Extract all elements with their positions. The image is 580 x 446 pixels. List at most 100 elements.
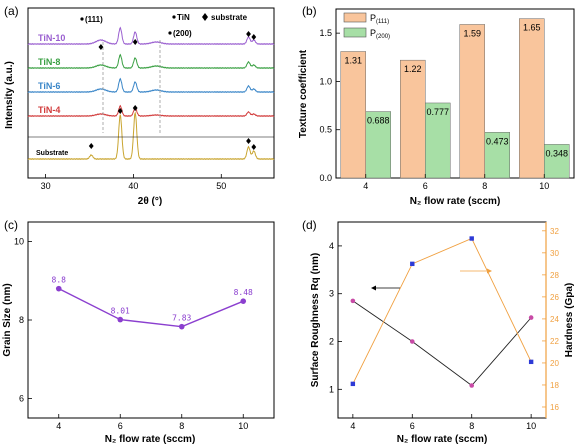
y-tick-label: 0.5 [319,125,332,135]
x-tick-label: 4 [56,421,61,431]
bar-p111 [519,18,545,179]
panel-d-x-label: N₂ flow rate (sccm) [397,434,488,445]
annotation-200: (200) [173,29,192,38]
panel-b-x-label: N₂ flow rate (sccm) [410,196,501,207]
bar-value-label: 1.31 [344,55,362,65]
roughness-point [350,298,356,304]
series-label-tin10: TiN-10 [38,33,65,43]
panel-c-x-label: N₂ flow rate (sccm) [105,434,196,445]
legend-tin-icon [172,15,176,19]
x-tick-label: 4 [363,181,368,191]
hardness-line [352,237,532,385]
panel-c-frame [27,221,275,419]
panel-c-label: (c) [4,218,18,232]
y2-tick-label: 30 [550,249,559,258]
legend-substrate-icon [202,13,208,21]
x-tick-label: 6 [118,421,123,431]
bar-value-label: 1.59 [463,28,481,38]
y-tick-label: 3 [329,289,334,299]
panel-c-y-label: Grain Size (nm) [2,283,13,356]
y-tick-label: 10 [14,237,24,247]
bar-value-label: 0.777 [426,107,449,117]
annotation-111: (111) [85,15,103,24]
panel-a: (a) 30 40 50 Intensity (a.u.) 2θ (°) TiN-1… [4,4,275,207]
grain-size-point [117,316,124,323]
legend-p200: P(200) [370,28,390,40]
substrate-peak-diamond [251,34,257,40]
substrate-peak-diamond [246,138,251,144]
series-label-substrate: Substrate [36,150,68,157]
grain-size-point [55,285,62,292]
grain-size-point [178,323,185,330]
y2-tick-label: 22 [550,337,559,346]
y-tick-label: 6 [19,393,24,403]
x-tick-label: 8 [482,181,487,191]
bar-value-label: 0.688 [367,116,390,126]
y2-tick-label: 20 [550,359,559,368]
y2-tick-label: 28 [550,271,559,280]
grain-size-value-label: 8.8 [52,276,67,285]
panel-c-ticks: 4 6 8 10 6 8 10 [14,237,248,431]
tin-marker-111 [80,17,84,21]
x-tick-label: 10 [238,421,248,431]
xrd-curve-tin6 [27,77,275,94]
panel-a-frame [27,7,275,179]
legend-p200-swatch [343,27,367,38]
panel-d-y-label: Surface Roughness Rq (nm) [310,253,321,387]
substrate-peak-diamond [88,143,94,149]
substrate-peak-diamond [246,31,251,37]
y-tick-label: 1 [329,384,334,394]
bar-value-label: 0.473 [486,136,509,146]
substrate-peak-markers [88,31,257,150]
y2-tick-label: 24 [550,315,559,324]
substrate-peak-diamond [117,108,123,114]
legend-tin: TiN [177,13,190,22]
x-tick-label: 10 [539,181,549,191]
xrd-curve-tin10 [27,26,275,46]
panel-a-x-ticks: 30 40 50 [41,174,226,191]
legend-substrate: substrate [211,13,248,22]
panel-b-y-label: Texture coefficient [298,49,309,138]
y2-tick-label: 32 [550,227,559,236]
roughness-point [409,339,415,344]
substrate-peak-diamond [98,44,104,50]
xrd-curve-tin8 [27,53,275,70]
texture-bars: 1.31 0.688 1.22 0.777 1.59 0.473 1.65 0.348 [340,18,570,179]
roughness-point [469,383,475,388]
x-tick-label: 8 [469,421,474,431]
bar-value-label: 1.22 [404,64,422,74]
substrate-peak-diamond [132,39,138,45]
series-label-tin4: TiN-4 [38,105,60,115]
xrd-curves [27,26,275,161]
substrate-peak-diamond [132,105,138,111]
xrd-curve-substrate [27,111,275,161]
bar-p111 [459,24,486,179]
bar-value-label: 1.65 [523,23,541,33]
grain-size-line [58,288,244,328]
panel-b-legend: P(111) P(200) [343,12,390,40]
grain-size-value-label: 8.48 [234,288,253,297]
x-tick-label: 50 [216,181,226,191]
panel-a-label: (a) [4,4,19,18]
y-tick-label: 8 [19,315,24,325]
panel-c: (c) 8.8 8.01 7.83 8.48 4 6 8 10 6 8 10 Grain Size… [2,218,275,445]
x-tick-label: 10 [526,421,536,431]
panel-a-x-label: 2θ (°) [138,196,162,207]
bar-p200 [484,132,510,179]
y-tick-label: 4 [329,241,334,251]
panel-d-label: (d) [302,218,317,232]
panel-a-y-label: Intensity (a.u.) [4,61,15,129]
roughness-hardness-plot [350,222,547,418]
hardness-point [410,261,415,267]
y2-tick-label: 18 [550,381,559,390]
panel-b-ticks: 4 6 8 10 0.0 0.5 1.0 1.5 [319,28,549,191]
bar-p200 [365,111,391,179]
tin-marker-200 [168,31,172,35]
hardness-point [528,359,534,365]
grain-size-value-label: 7.83 [172,314,191,323]
roughness-point [528,315,534,320]
series-label-tin8: TiN-8 [38,57,60,67]
